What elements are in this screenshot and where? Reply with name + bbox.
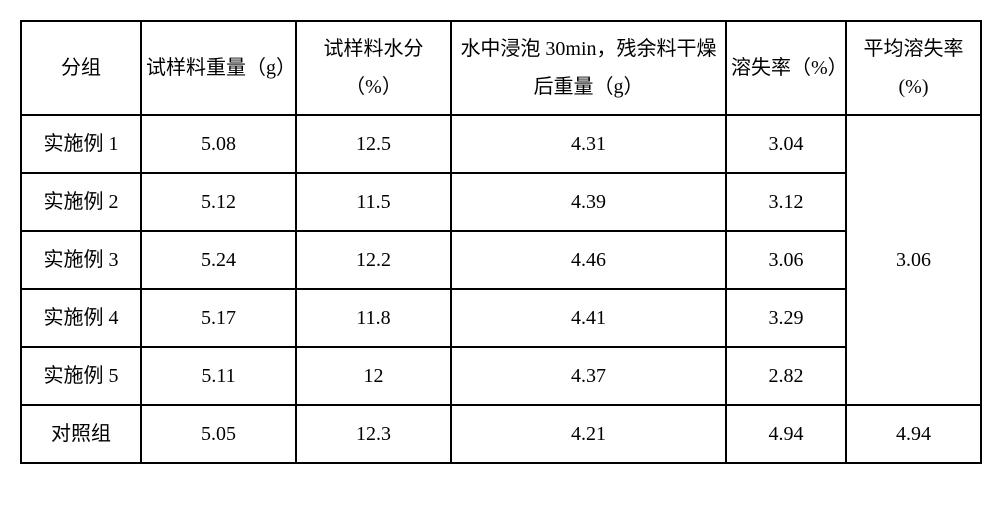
cell-sample-moisture: 12 xyxy=(296,347,451,405)
table-row: 实施例 2 5.12 11.5 4.39 3.12 xyxy=(21,173,981,231)
cell-sample-weight: 5.24 xyxy=(141,231,296,289)
cell-soak-weight: 4.37 xyxy=(451,347,726,405)
cell-group: 实施例 4 xyxy=(21,289,141,347)
cell-control-loss-rate: 4.94 xyxy=(726,405,846,463)
cell-group: 实施例 3 xyxy=(21,231,141,289)
cell-soak-weight: 4.46 xyxy=(451,231,726,289)
cell-group: 实施例 1 xyxy=(21,115,141,173)
cell-loss-rate: 3.04 xyxy=(726,115,846,173)
header-sample-weight: 试样料重量（g） xyxy=(141,21,296,115)
cell-control-sample-weight: 5.05 xyxy=(141,405,296,463)
data-table-container: 分组 试样料重量（g） 试样料水分（%） 水中浸泡 30min，残余料干燥后重量… xyxy=(20,20,980,464)
cell-control-soak-weight: 4.21 xyxy=(451,405,726,463)
cell-loss-rate: 3.29 xyxy=(726,289,846,347)
cell-loss-rate: 3.06 xyxy=(726,231,846,289)
cell-sample-moisture: 12.5 xyxy=(296,115,451,173)
cell-sample-weight: 5.12 xyxy=(141,173,296,231)
header-sample-moisture: 试样料水分（%） xyxy=(296,21,451,115)
table-control-row: 对照组 5.05 12.3 4.21 4.94 4.94 xyxy=(21,405,981,463)
table-row: 实施例 3 5.24 12.2 4.46 3.06 xyxy=(21,231,981,289)
cell-soak-weight: 4.41 xyxy=(451,289,726,347)
table-row: 实施例 4 5.17 11.8 4.41 3.29 xyxy=(21,289,981,347)
header-soak-weight: 水中浸泡 30min，残余料干燥后重量（g） xyxy=(451,21,726,115)
cell-control-sample-moisture: 12.3 xyxy=(296,405,451,463)
header-avg-loss-rate: 平均溶失率(%) xyxy=(846,21,981,115)
cell-sample-moisture: 11.8 xyxy=(296,289,451,347)
cell-group: 实施例 5 xyxy=(21,347,141,405)
header-loss-rate: 溶失率（%） xyxy=(726,21,846,115)
cell-sample-weight: 5.17 xyxy=(141,289,296,347)
cell-control-group: 对照组 xyxy=(21,405,141,463)
cell-control-avg-loss: 4.94 xyxy=(846,405,981,463)
cell-soak-weight: 4.31 xyxy=(451,115,726,173)
cell-loss-rate: 2.82 xyxy=(726,347,846,405)
table-header-row: 分组 试样料重量（g） 试样料水分（%） 水中浸泡 30min，残余料干燥后重量… xyxy=(21,21,981,115)
cell-sample-moisture: 12.2 xyxy=(296,231,451,289)
cell-soak-weight: 4.39 xyxy=(451,173,726,231)
table-row: 实施例 1 5.08 12.5 4.31 3.04 3.06 xyxy=(21,115,981,173)
cell-sample-weight: 5.08 xyxy=(141,115,296,173)
cell-sample-moisture: 11.5 xyxy=(296,173,451,231)
header-group: 分组 xyxy=(21,21,141,115)
cell-sample-weight: 5.11 xyxy=(141,347,296,405)
cell-group: 实施例 2 xyxy=(21,173,141,231)
data-table: 分组 试样料重量（g） 试样料水分（%） 水中浸泡 30min，残余料干燥后重量… xyxy=(20,20,982,464)
cell-loss-rate: 3.12 xyxy=(726,173,846,231)
table-row: 实施例 5 5.11 12 4.37 2.82 xyxy=(21,347,981,405)
cell-avg-loss: 3.06 xyxy=(846,115,981,405)
